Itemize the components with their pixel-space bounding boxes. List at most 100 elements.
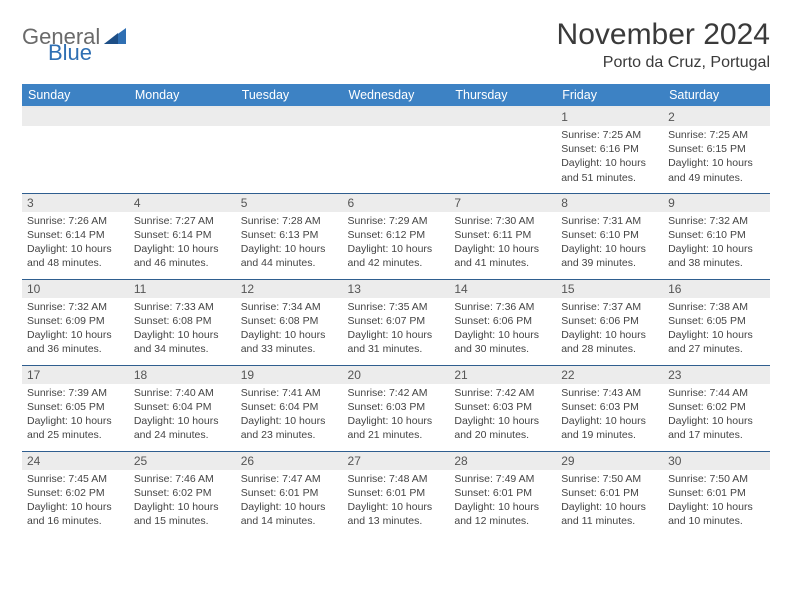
day-details: Sunrise: 7:40 AMSunset: 6:04 PMDaylight:… — [129, 384, 236, 447]
calendar-week-row: 1Sunrise: 7:25 AMSunset: 6:16 PMDaylight… — [22, 107, 770, 193]
weekday-header: Friday — [556, 84, 663, 107]
daylight-text: Daylight: 10 hours and 24 minutes. — [134, 414, 231, 442]
day-details: Sunrise: 7:26 AMSunset: 6:14 PMDaylight:… — [22, 212, 129, 275]
daylight-text: Daylight: 10 hours and 30 minutes. — [454, 328, 551, 356]
day-number — [236, 108, 343, 126]
sunrise-text: Sunrise: 7:50 AM — [668, 472, 765, 486]
sunset-text: Sunset: 6:03 PM — [561, 400, 658, 414]
sunset-text: Sunset: 6:02 PM — [668, 400, 765, 414]
day-details: Sunrise: 7:50 AMSunset: 6:01 PMDaylight:… — [663, 470, 770, 533]
day-number: 15 — [556, 280, 663, 298]
calendar-day-cell: 16Sunrise: 7:38 AMSunset: 6:05 PMDayligh… — [663, 279, 770, 365]
daylight-text: Daylight: 10 hours and 15 minutes. — [134, 500, 231, 528]
sunrise-text: Sunrise: 7:49 AM — [454, 472, 551, 486]
day-number: 24 — [22, 452, 129, 470]
day-number: 25 — [129, 452, 236, 470]
calendar-day-cell: 5Sunrise: 7:28 AMSunset: 6:13 PMDaylight… — [236, 193, 343, 279]
day-details: Sunrise: 7:27 AMSunset: 6:14 PMDaylight:… — [129, 212, 236, 275]
day-number — [22, 108, 129, 126]
calendar-week-row: 24Sunrise: 7:45 AMSunset: 6:02 PMDayligh… — [22, 451, 770, 537]
calendar-week-row: 10Sunrise: 7:32 AMSunset: 6:09 PMDayligh… — [22, 279, 770, 365]
daylight-text: Daylight: 10 hours and 44 minutes. — [241, 242, 338, 270]
calendar-day-cell: 30Sunrise: 7:50 AMSunset: 6:01 PMDayligh… — [663, 451, 770, 537]
weekday-header: Saturday — [663, 84, 770, 107]
day-number: 28 — [449, 452, 556, 470]
day-number: 16 — [663, 280, 770, 298]
sunset-text: Sunset: 6:14 PM — [134, 228, 231, 242]
day-details: Sunrise: 7:39 AMSunset: 6:05 PMDaylight:… — [22, 384, 129, 447]
calendar-day-cell: 14Sunrise: 7:36 AMSunset: 6:06 PMDayligh… — [449, 279, 556, 365]
sunrise-text: Sunrise: 7:26 AM — [27, 214, 124, 228]
calendar-header-row: Sunday Monday Tuesday Wednesday Thursday… — [22, 84, 770, 107]
day-number: 21 — [449, 366, 556, 384]
day-number: 29 — [556, 452, 663, 470]
daylight-text: Daylight: 10 hours and 46 minutes. — [134, 242, 231, 270]
calendar-day-cell — [449, 107, 556, 193]
calendar-day-cell: 19Sunrise: 7:41 AMSunset: 6:04 PMDayligh… — [236, 365, 343, 451]
daylight-text: Daylight: 10 hours and 31 minutes. — [348, 328, 445, 356]
daylight-text: Daylight: 10 hours and 10 minutes. — [668, 500, 765, 528]
day-details: Sunrise: 7:42 AMSunset: 6:03 PMDaylight:… — [343, 384, 450, 447]
daylight-text: Daylight: 10 hours and 51 minutes. — [561, 156, 658, 184]
sunset-text: Sunset: 6:03 PM — [454, 400, 551, 414]
calendar-day-cell: 26Sunrise: 7:47 AMSunset: 6:01 PMDayligh… — [236, 451, 343, 537]
day-details: Sunrise: 7:31 AMSunset: 6:10 PMDaylight:… — [556, 212, 663, 275]
sunrise-text: Sunrise: 7:44 AM — [668, 386, 765, 400]
calendar-day-cell: 11Sunrise: 7:33 AMSunset: 6:08 PMDayligh… — [129, 279, 236, 365]
sunrise-text: Sunrise: 7:46 AM — [134, 472, 231, 486]
month-title: November 2024 — [557, 18, 770, 52]
daylight-text: Daylight: 10 hours and 12 minutes. — [454, 500, 551, 528]
day-number: 3 — [22, 194, 129, 212]
daylight-text: Daylight: 10 hours and 28 minutes. — [561, 328, 658, 356]
sunset-text: Sunset: 6:08 PM — [241, 314, 338, 328]
sunset-text: Sunset: 6:15 PM — [668, 142, 765, 156]
calendar-day-cell: 8Sunrise: 7:31 AMSunset: 6:10 PMDaylight… — [556, 193, 663, 279]
day-details: Sunrise: 7:30 AMSunset: 6:11 PMDaylight:… — [449, 212, 556, 275]
day-details: Sunrise: 7:36 AMSunset: 6:06 PMDaylight:… — [449, 298, 556, 361]
day-number: 5 — [236, 194, 343, 212]
sunrise-text: Sunrise: 7:42 AM — [348, 386, 445, 400]
calendar-day-cell: 18Sunrise: 7:40 AMSunset: 6:04 PMDayligh… — [129, 365, 236, 451]
day-number: 27 — [343, 452, 450, 470]
daylight-text: Daylight: 10 hours and 39 minutes. — [561, 242, 658, 270]
calendar-body: 1Sunrise: 7:25 AMSunset: 6:16 PMDaylight… — [22, 107, 770, 537]
calendar-day-cell: 2Sunrise: 7:25 AMSunset: 6:15 PMDaylight… — [663, 107, 770, 193]
daylight-text: Daylight: 10 hours and 13 minutes. — [348, 500, 445, 528]
day-details — [236, 126, 343, 132]
day-details — [343, 126, 450, 132]
calendar-day-cell: 7Sunrise: 7:30 AMSunset: 6:11 PMDaylight… — [449, 193, 556, 279]
sunrise-text: Sunrise: 7:50 AM — [561, 472, 658, 486]
daylight-text: Daylight: 10 hours and 23 minutes. — [241, 414, 338, 442]
day-number: 30 — [663, 452, 770, 470]
sunset-text: Sunset: 6:05 PM — [668, 314, 765, 328]
calendar-day-cell: 21Sunrise: 7:42 AMSunset: 6:03 PMDayligh… — [449, 365, 556, 451]
sunrise-text: Sunrise: 7:36 AM — [454, 300, 551, 314]
calendar-day-cell — [129, 107, 236, 193]
day-details: Sunrise: 7:35 AMSunset: 6:07 PMDaylight:… — [343, 298, 450, 361]
calendar-day-cell: 24Sunrise: 7:45 AMSunset: 6:02 PMDayligh… — [22, 451, 129, 537]
sunset-text: Sunset: 6:01 PM — [348, 486, 445, 500]
calendar-day-cell: 12Sunrise: 7:34 AMSunset: 6:08 PMDayligh… — [236, 279, 343, 365]
sunset-text: Sunset: 6:02 PM — [27, 486, 124, 500]
weekday-header: Sunday — [22, 84, 129, 107]
calendar-day-cell: 22Sunrise: 7:43 AMSunset: 6:03 PMDayligh… — [556, 365, 663, 451]
sunrise-text: Sunrise: 7:30 AM — [454, 214, 551, 228]
sunset-text: Sunset: 6:10 PM — [561, 228, 658, 242]
day-details: Sunrise: 7:32 AMSunset: 6:10 PMDaylight:… — [663, 212, 770, 275]
day-details: Sunrise: 7:34 AMSunset: 6:08 PMDaylight:… — [236, 298, 343, 361]
calendar-day-cell: 17Sunrise: 7:39 AMSunset: 6:05 PMDayligh… — [22, 365, 129, 451]
day-details: Sunrise: 7:28 AMSunset: 6:13 PMDaylight:… — [236, 212, 343, 275]
sunrise-text: Sunrise: 7:39 AM — [27, 386, 124, 400]
title-block: November 2024 Porto da Cruz, Portugal — [557, 18, 770, 72]
calendar-day-cell: 28Sunrise: 7:49 AMSunset: 6:01 PMDayligh… — [449, 451, 556, 537]
calendar-day-cell: 25Sunrise: 7:46 AMSunset: 6:02 PMDayligh… — [129, 451, 236, 537]
day-details: Sunrise: 7:42 AMSunset: 6:03 PMDaylight:… — [449, 384, 556, 447]
calendar-day-cell: 4Sunrise: 7:27 AMSunset: 6:14 PMDaylight… — [129, 193, 236, 279]
day-details: Sunrise: 7:49 AMSunset: 6:01 PMDaylight:… — [449, 470, 556, 533]
day-number: 19 — [236, 366, 343, 384]
day-details — [129, 126, 236, 132]
day-number: 22 — [556, 366, 663, 384]
calendar-day-cell: 15Sunrise: 7:37 AMSunset: 6:06 PMDayligh… — [556, 279, 663, 365]
calendar-day-cell: 10Sunrise: 7:32 AMSunset: 6:09 PMDayligh… — [22, 279, 129, 365]
sunrise-text: Sunrise: 7:33 AM — [134, 300, 231, 314]
